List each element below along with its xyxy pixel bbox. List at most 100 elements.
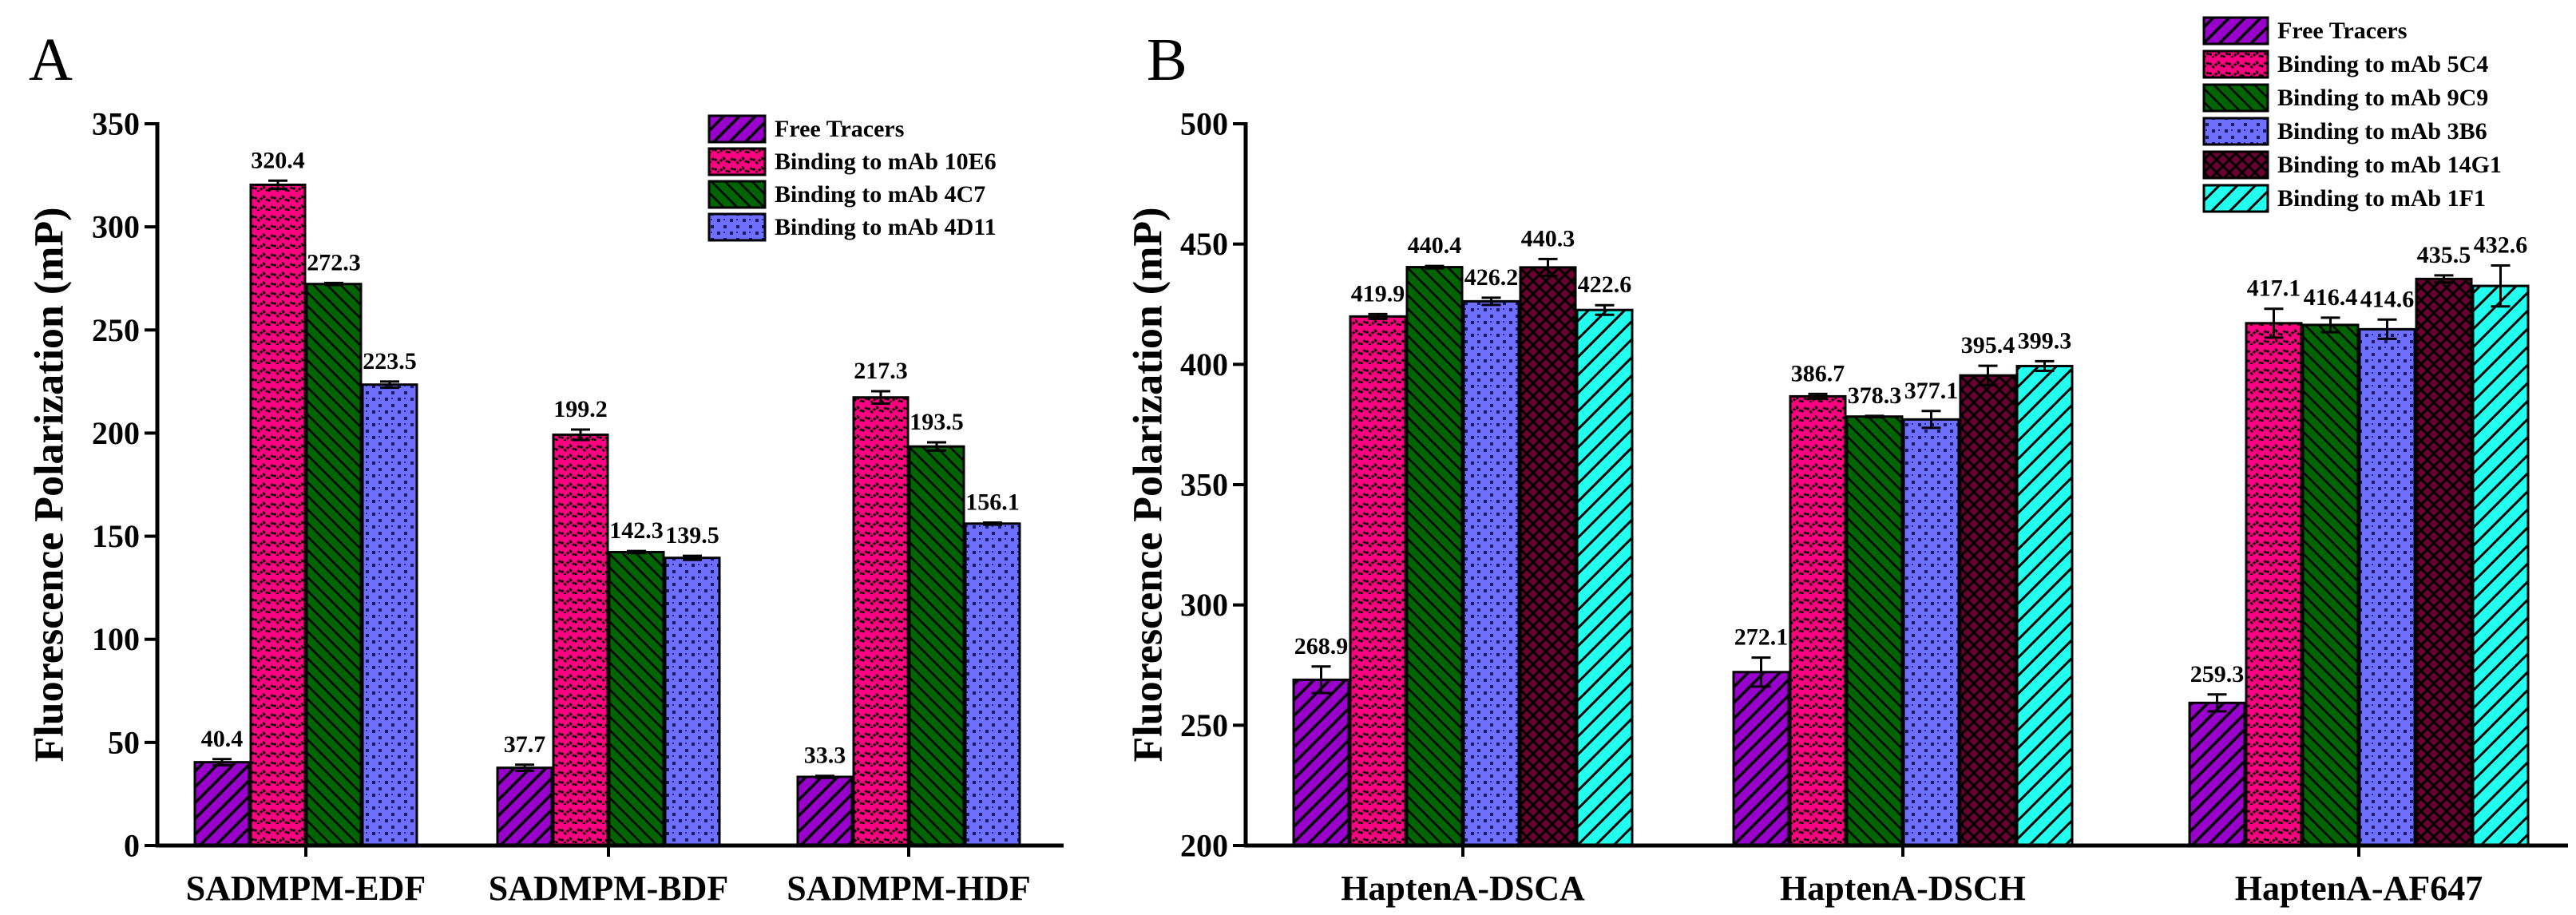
- legend-label: Binding to mAb 10E6: [775, 149, 997, 175]
- data-label: 414.6: [2360, 286, 2415, 312]
- error-bar: [815, 774, 834, 779]
- category-label: SADMPM-HDF: [787, 869, 1031, 908]
- bar-binding-to-mab-14g1-haptena-af647: [2415, 277, 2473, 847]
- legend-swatch-binding-to-mab-14g1: [2202, 150, 2269, 180]
- error-bar: [1368, 312, 1388, 320]
- y-tick-label: 300: [1180, 587, 1228, 623]
- panel-a: A Fluorescence Polarization (mP) 0 50 100 150…: [27, 26, 1064, 908]
- data-label: 37.7: [504, 731, 546, 758]
- y-tick-label: 300: [92, 209, 140, 245]
- bar-binding-to-mab-10e6-sadmpm-bdf: [552, 433, 609, 847]
- data-label: 139.5: [665, 522, 719, 549]
- category-label: SADMPM-BDF: [489, 869, 729, 908]
- data-label: 422.6: [1578, 271, 1632, 298]
- data-label: 378.3: [1848, 382, 1902, 409]
- bar-free-tracers-haptena-dsca: [1292, 678, 1350, 847]
- bar-binding-to-mab-5c4-haptena-dsca: [1349, 315, 1407, 847]
- bar-binding-to-mab-10e6-sadmpm-hdf: [852, 396, 910, 847]
- data-label: 435.5: [2417, 242, 2471, 268]
- error-bar: [2264, 307, 2284, 339]
- legend-swatch-free-tracers: [707, 114, 767, 144]
- legend-label: Free Tracers: [2277, 18, 2407, 44]
- y-tick-label: 500: [1180, 106, 1228, 142]
- error-bar: [268, 179, 287, 191]
- data-label: 320.4: [251, 147, 305, 173]
- bar-binding-to-mab-3b6-haptena-dsch: [1902, 418, 1960, 847]
- error-bar: [871, 390, 890, 405]
- legend-label: Binding to mAb 1F1: [2277, 185, 2486, 212]
- data-label: 426.2: [1464, 264, 1519, 291]
- bar-binding-to-mab-4d11-sadmpm-bdf: [664, 557, 721, 847]
- y-tick-label: 400: [1180, 347, 1228, 382]
- data-label: 395.4: [1961, 332, 2015, 358]
- y-tick-label: 450: [1180, 226, 1228, 262]
- error-bar: [1481, 296, 1501, 307]
- error-bar: [380, 380, 399, 390]
- data-label: 440.4: [1408, 232, 1462, 259]
- bar-free-tracers-haptena-dsch: [1732, 671, 1790, 847]
- bar-binding-to-mab-1f1-haptena-dsca: [1575, 308, 1634, 847]
- legend-label: Binding to mAb 5C4: [2277, 51, 2488, 77]
- error-bar: [1978, 364, 1998, 386]
- panel-b: B Fluorescence Polarization (mP) 200 250 300…: [1126, 16, 2568, 908]
- bar-binding-to-mab-9c9-haptena-dsch: [1845, 415, 1904, 847]
- legend-swatch-free-tracers: [2202, 16, 2269, 46]
- legend-swatch-binding-to-mab-1f1: [2202, 184, 2269, 213]
- bar-binding-to-mab-14g1-haptena-dsca: [1519, 266, 1577, 847]
- error-bar: [2434, 274, 2454, 284]
- y-tick-label: 200: [92, 415, 140, 451]
- data-label: 377.1: [1904, 378, 1959, 404]
- bar-binding-to-mab-4d11-sadmpm-hdf: [964, 522, 1021, 847]
- category-label: HaptenA-AF647: [2235, 869, 2483, 908]
- legend-label: Binding to mAb 14G1: [2277, 152, 2502, 178]
- y-tick-label: 350: [1180, 467, 1228, 503]
- data-label: 40.4: [201, 726, 244, 752]
- y-tick-label: 150: [92, 518, 140, 554]
- y-tick-label: 50: [108, 724, 140, 760]
- data-label: 199.2: [553, 396, 608, 422]
- panel-letter: B: [1147, 26, 1187, 93]
- error-bar: [571, 428, 590, 442]
- bar-binding-to-mab-4c7-sadmpm-edf: [305, 283, 363, 847]
- error-bar: [1808, 392, 1828, 400]
- bar-free-tracers-haptena-af647: [2188, 701, 2246, 847]
- data-label: 272.1: [1734, 624, 1789, 651]
- bar-binding-to-mab-14g1-haptena-dsch: [1959, 374, 2017, 847]
- bar-binding-to-mab-3b6-haptena-af647: [2358, 327, 2416, 847]
- legend-label: Binding to mAb 4D11: [775, 214, 997, 240]
- legend-label: Binding to mAb 9C9: [2277, 85, 2488, 111]
- error-bar: [2491, 263, 2511, 308]
- bar-binding-to-mab-5c4-haptena-af647: [2245, 322, 2303, 847]
- legend-swatch-binding-to-mab-5c4: [2202, 50, 2269, 79]
- bar-binding-to-mab-1f1-haptena-af647: [2471, 284, 2530, 847]
- bar-free-tracers-sadmpm-hdf: [796, 775, 854, 847]
- y-tick-label: 350: [92, 106, 140, 142]
- data-label: 217.3: [854, 358, 908, 384]
- error-bar: [2035, 359, 2055, 372]
- data-label: 432.6: [2474, 232, 2528, 258]
- error-bar: [2207, 693, 2227, 713]
- data-label: 417.1: [2247, 275, 2301, 302]
- error-bar: [927, 441, 946, 452]
- data-label: 440.3: [1521, 225, 1575, 252]
- bar-free-tracers-sadmpm-bdf: [496, 766, 553, 847]
- category-label: SADMPM-EDF: [186, 869, 426, 908]
- bar-binding-to-mab-4d11-sadmpm-edf: [361, 383, 418, 847]
- error-bar: [1311, 665, 1331, 695]
- data-label: 268.9: [1294, 633, 1349, 660]
- error-bar: [1751, 656, 1771, 688]
- data-label: 193.5: [910, 409, 964, 435]
- y-tick-label: 100: [92, 621, 140, 657]
- bar-binding-to-mab-4c7-sadmpm-bdf: [608, 550, 665, 847]
- data-label: 386.7: [1791, 360, 1845, 386]
- panel-letter: A: [29, 26, 73, 93]
- y-tick-label: 200: [1180, 828, 1228, 864]
- bar-binding-to-mab-4c7-sadmpm-hdf: [908, 445, 965, 847]
- y-axis-title: Fluorescence Polarization (mP): [27, 207, 73, 762]
- error-bar: [683, 554, 702, 561]
- bar-binding-to-mab-3b6-haptena-dsca: [1462, 299, 1520, 847]
- error-bar: [1538, 257, 1558, 277]
- data-label: 416.4: [2304, 284, 2358, 311]
- error-bar: [1595, 303, 1615, 316]
- data-label: 399.3: [2018, 327, 2072, 354]
